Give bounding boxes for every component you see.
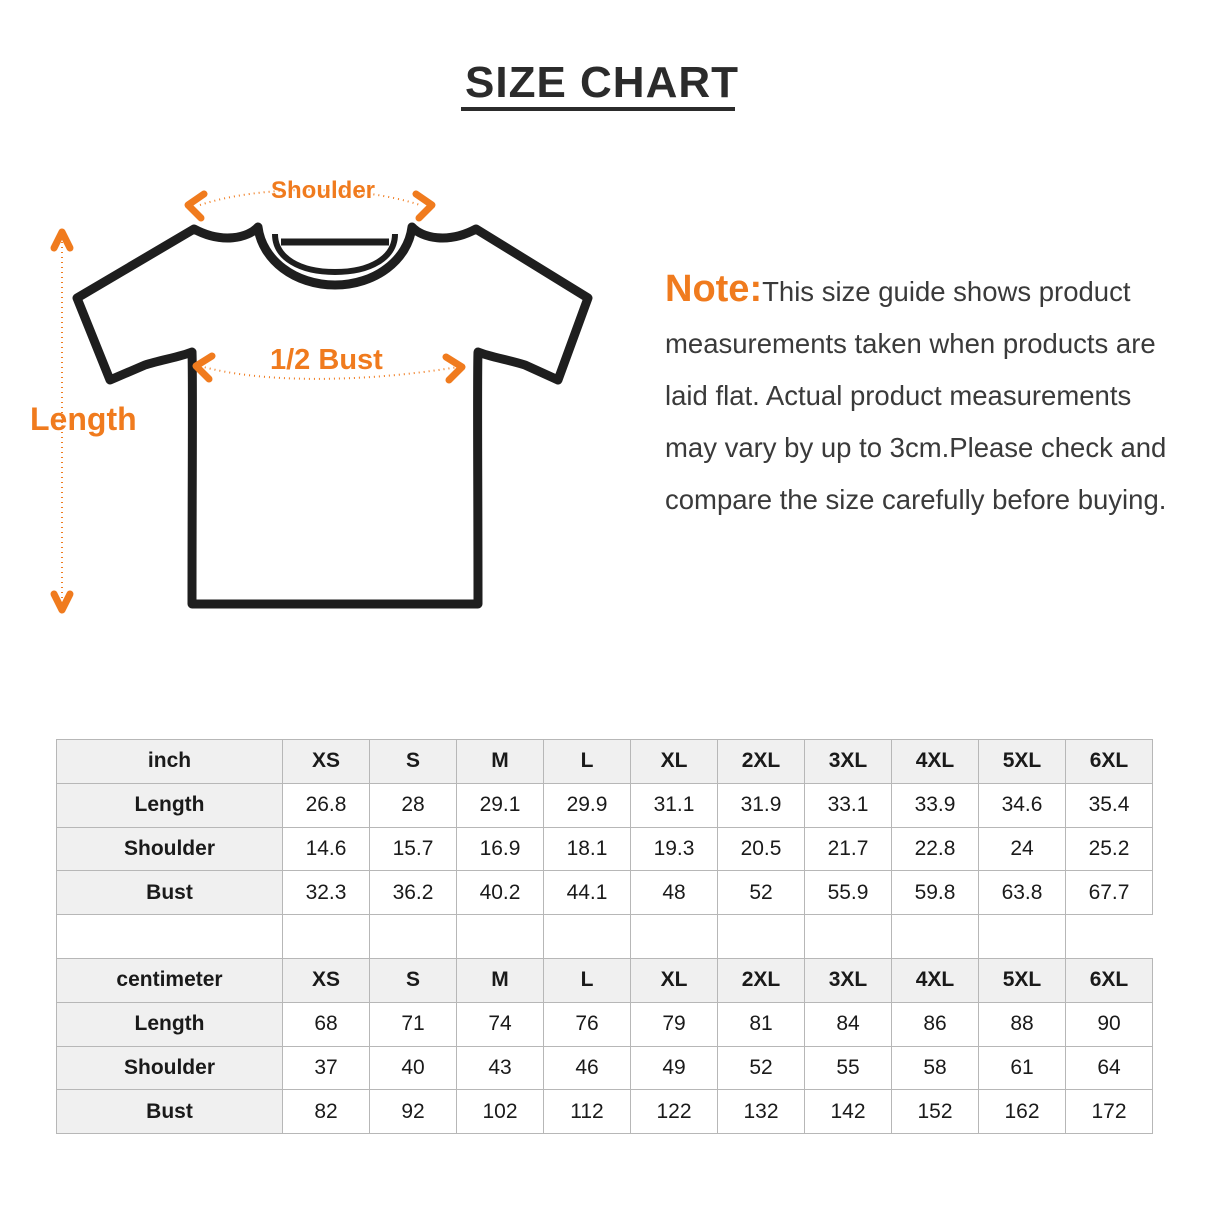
svg-text:Length: Length: [30, 401, 137, 437]
svg-text:Shoulder: Shoulder: [271, 177, 375, 204]
svg-text:1/2 Bust: 1/2 Bust: [270, 344, 383, 376]
